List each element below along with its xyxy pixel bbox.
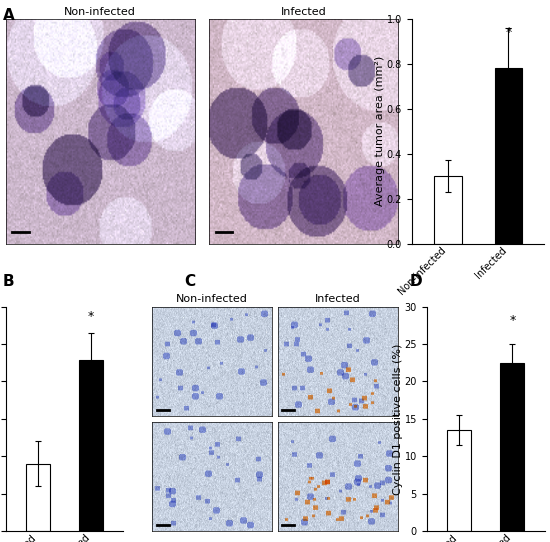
Bar — [79, 360, 103, 531]
Text: B: B — [3, 274, 14, 289]
Title: Infected: Infected — [280, 7, 326, 17]
Bar — [434, 176, 461, 243]
Text: A: A — [3, 8, 14, 23]
Bar — [447, 430, 471, 531]
Title: Infected: Infected — [315, 294, 361, 305]
Title: Non-infected: Non-infected — [64, 7, 136, 17]
Bar — [495, 68, 522, 243]
Y-axis label: Average tumor area (mm²): Average tumor area (mm²) — [375, 56, 386, 207]
Text: D: D — [410, 274, 422, 289]
Bar — [500, 363, 524, 531]
Text: *: * — [88, 310, 95, 323]
Text: *: * — [505, 25, 512, 38]
Y-axis label: Cyclin D1 positive cells (%): Cyclin D1 positive cells (%) — [393, 343, 403, 494]
Text: C: C — [184, 274, 195, 289]
Bar — [26, 464, 50, 531]
Title: Non-infected: Non-infected — [176, 294, 248, 305]
Text: *: * — [509, 314, 515, 327]
